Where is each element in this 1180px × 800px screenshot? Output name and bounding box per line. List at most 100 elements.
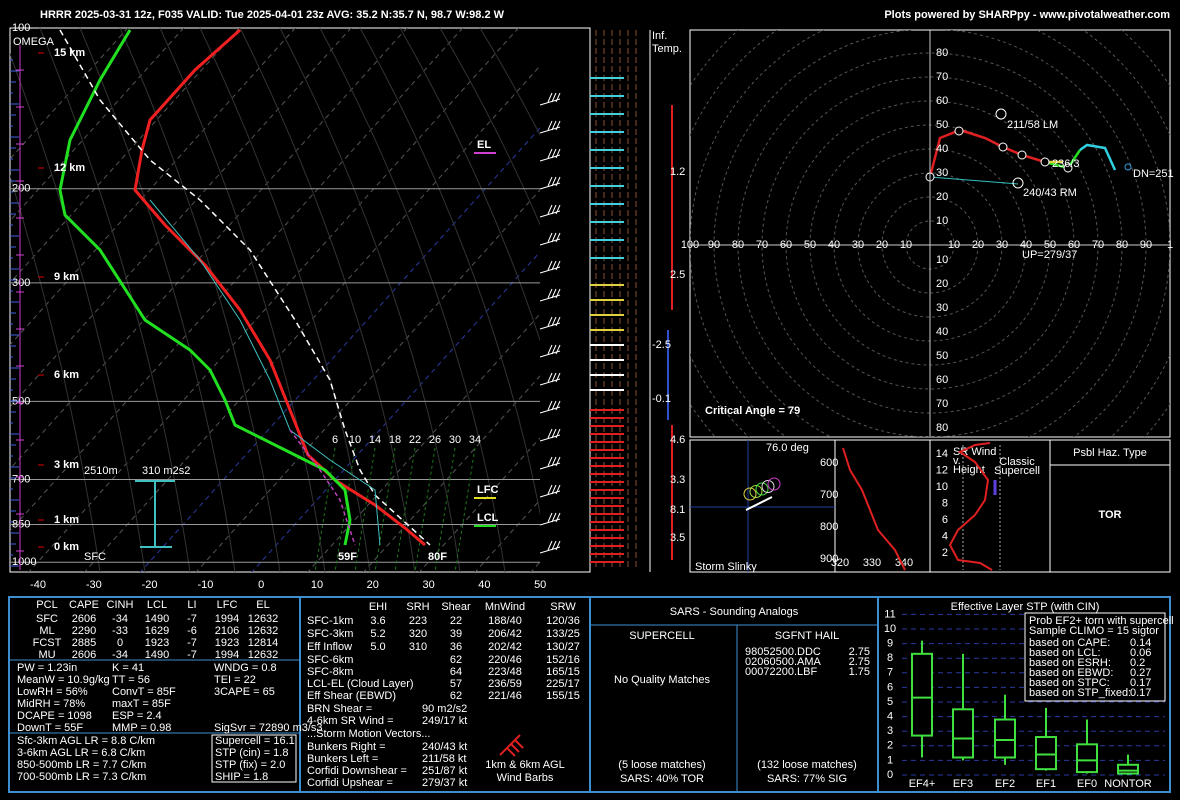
label: 2885	[72, 637, 96, 649]
label: 12	[936, 464, 948, 476]
line	[555, 540, 561, 551]
label: 1 km	[54, 514, 79, 526]
line	[551, 92, 557, 103]
label: based on LCL:	[1029, 647, 1101, 659]
label: PCL	[36, 599, 57, 611]
dry-adiabat	[479, 28, 540, 136]
label: based on ESRH:	[1029, 657, 1111, 669]
profile	[1079, 143, 1117, 171]
label: 202/42	[488, 641, 522, 653]
label: v.	[953, 455, 961, 467]
profile	[58, 29, 352, 546]
label: Corfidi Upshear =	[307, 777, 393, 789]
label: TT = 56	[112, 674, 150, 686]
label: Supercell = 16.1	[215, 735, 295, 747]
label: Shear	[441, 601, 471, 613]
line	[374, 447, 396, 572]
label: 130/27	[546, 641, 580, 653]
line	[506, 747, 516, 757]
line	[10, 28, 352, 408]
label: based on STPC:	[1029, 677, 1110, 689]
line	[551, 260, 557, 271]
line	[551, 344, 557, 355]
label: Sfc-3km AGL LR = 8.8 C/km	[17, 735, 155, 747]
label: EF1	[1036, 778, 1056, 790]
label: 2510m	[84, 465, 118, 477]
label: 221/46	[488, 690, 522, 702]
label: EF3	[953, 778, 973, 790]
label: 34	[469, 434, 481, 446]
label: 0.14	[1130, 637, 1151, 649]
label: 20	[936, 278, 948, 290]
label: SRW	[550, 601, 576, 613]
label: SGFNT HAIL	[775, 630, 840, 642]
label: Bunkers Right =	[307, 741, 386, 753]
box	[911, 652, 933, 737]
label: 223/48	[488, 666, 522, 678]
line	[547, 344, 553, 355]
line	[499, 734, 521, 756]
label: -34	[112, 613, 128, 625]
lm-point	[995, 108, 1007, 120]
label: 133/25	[546, 628, 580, 640]
line	[551, 512, 557, 523]
label: -10	[197, 579, 213, 591]
label: 2	[887, 740, 893, 752]
line	[547, 428, 553, 439]
label: 20	[936, 191, 948, 203]
line	[547, 372, 553, 383]
label: CAPE	[69, 599, 99, 611]
label: DownT = 55F	[17, 722, 83, 734]
label: 3 km	[54, 459, 79, 471]
label: 4	[887, 711, 893, 723]
line	[555, 484, 561, 495]
line	[745, 496, 773, 511]
line	[551, 400, 557, 411]
label: MnWind	[485, 601, 525, 613]
label: based on STP_fixed:	[1029, 687, 1131, 699]
line	[555, 120, 561, 131]
line	[10, 28, 464, 532]
line	[555, 344, 561, 355]
label: 62	[450, 654, 462, 666]
label: NONTOR	[1104, 778, 1152, 790]
label: Psbl Haz. Type	[1073, 447, 1147, 459]
line	[551, 428, 557, 439]
label: 700	[820, 489, 838, 501]
line	[551, 232, 557, 243]
label: 2.75	[849, 656, 870, 668]
label: EF2	[995, 778, 1015, 790]
line	[418, 437, 540, 572]
line	[551, 484, 557, 495]
label: 6	[942, 514, 948, 526]
label: 320	[409, 628, 427, 640]
line	[414, 447, 436, 572]
label: 14	[936, 448, 948, 460]
label: 70	[1092, 239, 1104, 251]
label: 1629	[145, 625, 169, 637]
slinky-ring	[743, 487, 757, 501]
dry-adiabat	[159, 28, 326, 572]
line	[551, 120, 557, 131]
label: LI	[187, 599, 196, 611]
line	[555, 288, 561, 299]
line	[555, 92, 561, 103]
label: ML	[39, 625, 54, 637]
label: ...Storm Motion Vectors...	[307, 728, 431, 740]
dn-point	[1124, 163, 1132, 171]
label: 90	[708, 239, 720, 251]
label: 1994	[215, 649, 239, 661]
label: 236/59	[488, 678, 522, 690]
label: 2	[942, 547, 948, 559]
line	[334, 447, 356, 572]
label: (5 loose matches)	[618, 759, 705, 771]
label: LCL	[477, 512, 499, 524]
label: EL	[256, 599, 269, 611]
label: ConvT = 85F	[112, 686, 176, 698]
label: 10	[311, 579, 323, 591]
label: 279/37 kt	[422, 777, 467, 789]
label: 211/58 kt	[422, 753, 466, 765]
label: 2606	[72, 649, 96, 661]
line	[555, 400, 561, 411]
